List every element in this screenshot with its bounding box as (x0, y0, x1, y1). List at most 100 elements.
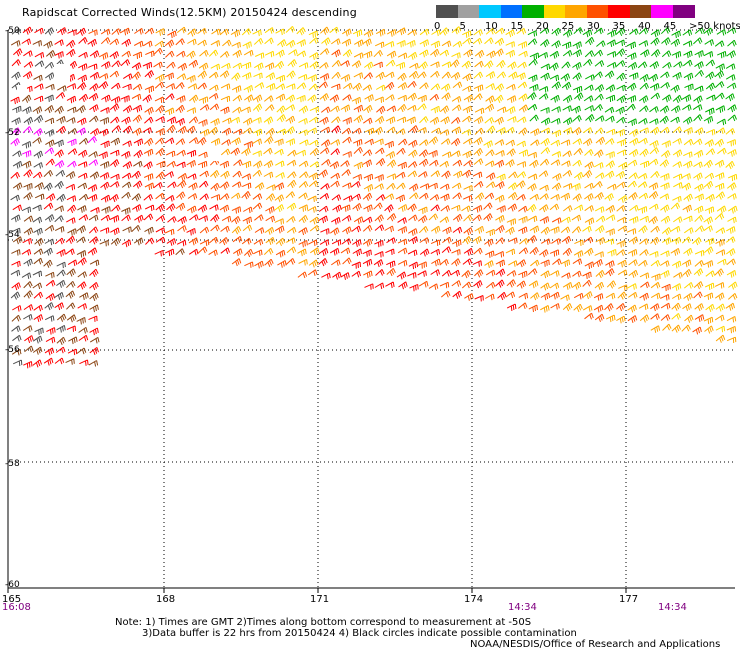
wind-barb (263, 171, 274, 179)
wind-barb (727, 173, 738, 182)
wind-barb (463, 227, 473, 236)
wind-barb (494, 48, 504, 57)
wind-barb (220, 148, 231, 156)
wind-barb (263, 247, 274, 255)
wind-barb (88, 151, 98, 158)
wind-barb (572, 193, 582, 202)
wind-barb (11, 82, 22, 91)
wind-barb (649, 118, 659, 125)
wind-barb (33, 257, 43, 265)
wind-barb (452, 226, 463, 234)
wind-barb (244, 261, 254, 268)
wind-barb (265, 237, 275, 245)
wind-barb (222, 117, 232, 124)
wind-barb (550, 303, 560, 310)
wind-barb (197, 39, 207, 47)
wind-barb (308, 116, 319, 124)
wind-barb (197, 70, 208, 79)
wind-barb (307, 269, 318, 276)
wind-barb (518, 270, 528, 279)
wind-barb (638, 137, 648, 145)
wind-barb (407, 272, 417, 279)
wind-barb (617, 225, 628, 233)
wind-barb (584, 105, 594, 112)
wind-barb (429, 93, 440, 101)
wind-barb (32, 171, 43, 179)
wind-barb (343, 195, 353, 202)
y-tick-58: -58 (5, 459, 20, 469)
wind-barb (376, 105, 386, 114)
wind-barb (527, 204, 537, 213)
wind-barb (661, 37, 671, 46)
wind-barb (24, 335, 34, 344)
wind-barb (408, 228, 418, 236)
wind-barb (252, 128, 263, 137)
wind-barb (464, 293, 474, 301)
wind-barb (629, 28, 639, 36)
wind-barb (308, 30, 318, 38)
wind-barb (331, 38, 341, 45)
wind-barb (23, 361, 33, 369)
wind-barb (451, 117, 461, 124)
wind-barb (496, 71, 507, 79)
wind-barb (462, 115, 472, 123)
wind-barb (485, 71, 496, 80)
wind-barb (331, 259, 341, 266)
wind-barb (605, 314, 616, 323)
wind-barb (692, 326, 702, 335)
wind-barb (363, 183, 374, 192)
wind-barb (252, 150, 262, 157)
wind-barb (508, 171, 518, 179)
wind-barb (12, 160, 23, 169)
wind-barb (386, 237, 396, 244)
wind-barb (628, 269, 639, 278)
wind-barb (209, 84, 219, 92)
wind-barb (573, 292, 584, 300)
wind-barb (485, 293, 495, 301)
wind-barb (21, 206, 32, 213)
wind-barb (673, 216, 683, 223)
wind-barb (430, 40, 441, 49)
wind-barb (66, 39, 76, 49)
wind-barb (264, 136, 274, 145)
wind-barb (67, 160, 77, 168)
wind-barb (705, 237, 715, 246)
wind-barb (143, 194, 153, 201)
wind-barb (627, 248, 638, 257)
wind-barb (67, 60, 78, 69)
wind-barb (298, 214, 309, 224)
wind-barb (462, 258, 473, 266)
grid-lines (8, 29, 735, 588)
wind-barb (616, 48, 626, 57)
wind-barb (176, 26, 187, 34)
wind-barb (714, 138, 725, 147)
wind-barb (54, 180, 64, 190)
wind-barb (43, 169, 54, 177)
wind-barb (616, 139, 627, 147)
wind-barb (175, 38, 185, 46)
wind-barb (285, 191, 296, 199)
wind-barb (462, 105, 473, 114)
wind-barb (342, 49, 353, 58)
wind-barb (626, 103, 636, 111)
wind-barb (264, 37, 274, 45)
wind-barb (605, 151, 615, 159)
wind-barb (241, 160, 252, 169)
wind-barb (617, 269, 628, 277)
legend-swatch (586, 5, 609, 18)
wind-barb (132, 114, 143, 123)
wind-barb (639, 95, 649, 104)
wind-barb (275, 93, 286, 102)
wind-barb (11, 117, 21, 125)
wind-barb (530, 139, 540, 147)
wind-barb (539, 158, 550, 166)
wind-barb (417, 94, 427, 103)
legend-label: >50 knots (689, 21, 740, 32)
wind-barb (714, 70, 725, 79)
wind-barb (505, 29, 515, 38)
wind-barb (638, 40, 649, 47)
wind-barb (123, 73, 133, 80)
wind-barb (407, 104, 417, 112)
wind-barb (571, 105, 581, 114)
wind-barb (220, 95, 231, 103)
